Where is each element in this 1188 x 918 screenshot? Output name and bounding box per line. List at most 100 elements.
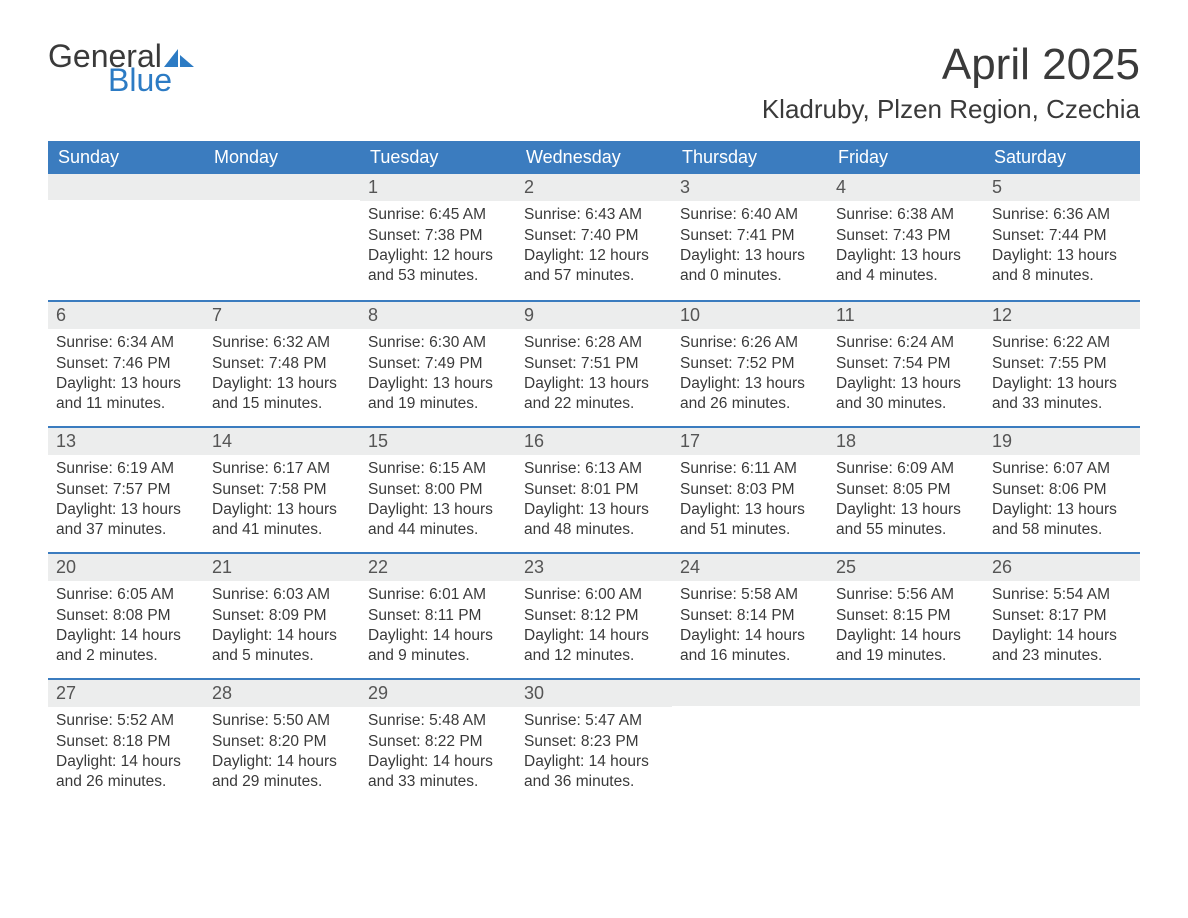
sunset-text: Sunset: 8:20 PM xyxy=(212,732,352,752)
sunrise-text: Sunrise: 5:54 AM xyxy=(992,585,1132,605)
sunset-text: Sunset: 7:43 PM xyxy=(836,226,976,246)
day-body: Sunrise: 6:45 AMSunset: 7:38 PMDaylight:… xyxy=(360,201,516,296)
day-body: Sunrise: 5:47 AMSunset: 8:23 PMDaylight:… xyxy=(516,707,672,802)
daylight-text: Daylight: 12 hours and 53 minutes. xyxy=(368,246,508,286)
day-number: 26 xyxy=(984,554,1140,581)
day-cell: 6Sunrise: 6:34 AMSunset: 7:46 PMDaylight… xyxy=(48,302,204,426)
sunset-text: Sunset: 8:01 PM xyxy=(524,480,664,500)
month-title: April 2025 xyxy=(762,40,1140,90)
day-number: 6 xyxy=(48,302,204,329)
day-cell: 11Sunrise: 6:24 AMSunset: 7:54 PMDayligh… xyxy=(828,302,984,426)
day-body: Sunrise: 6:03 AMSunset: 8:09 PMDaylight:… xyxy=(204,581,360,676)
day-cell: 7Sunrise: 6:32 AMSunset: 7:48 PMDaylight… xyxy=(204,302,360,426)
sunrise-text: Sunrise: 6:09 AM xyxy=(836,459,976,479)
day-body: Sunrise: 6:00 AMSunset: 8:12 PMDaylight:… xyxy=(516,581,672,676)
daylight-text: Daylight: 14 hours and 12 minutes. xyxy=(524,626,664,666)
sunset-text: Sunset: 8:03 PM xyxy=(680,480,820,500)
daylight-text: Daylight: 13 hours and 22 minutes. xyxy=(524,374,664,414)
day-cell: 21Sunrise: 6:03 AMSunset: 8:09 PMDayligh… xyxy=(204,554,360,678)
sunset-text: Sunset: 7:49 PM xyxy=(368,354,508,374)
sunset-text: Sunset: 8:11 PM xyxy=(368,606,508,626)
sunset-text: Sunset: 7:41 PM xyxy=(680,226,820,246)
sunset-text: Sunset: 8:23 PM xyxy=(524,732,664,752)
day-body: Sunrise: 6:43 AMSunset: 7:40 PMDaylight:… xyxy=(516,201,672,296)
daylight-text: Daylight: 13 hours and 11 minutes. xyxy=(56,374,196,414)
day-body: Sunrise: 6:32 AMSunset: 7:48 PMDaylight:… xyxy=(204,329,360,424)
daylight-text: Daylight: 13 hours and 55 minutes. xyxy=(836,500,976,540)
day-number: 1 xyxy=(360,174,516,201)
sunrise-text: Sunrise: 5:48 AM xyxy=(368,711,508,731)
sunset-text: Sunset: 8:18 PM xyxy=(56,732,196,752)
day-number: 19 xyxy=(984,428,1140,455)
day-number: 12 xyxy=(984,302,1140,329)
day-body xyxy=(984,706,1140,720)
day-cell: 25Sunrise: 5:56 AMSunset: 8:15 PMDayligh… xyxy=(828,554,984,678)
day-cell: 8Sunrise: 6:30 AMSunset: 7:49 PMDaylight… xyxy=(360,302,516,426)
brand-logo: General Blue xyxy=(48,40,194,96)
day-header: Saturday xyxy=(984,141,1140,174)
sunset-text: Sunset: 8:05 PM xyxy=(836,480,976,500)
day-number: 5 xyxy=(984,174,1140,201)
day-number xyxy=(984,680,1140,706)
day-number: 2 xyxy=(516,174,672,201)
day-cell: 24Sunrise: 5:58 AMSunset: 8:14 PMDayligh… xyxy=(672,554,828,678)
sunrise-text: Sunrise: 6:13 AM xyxy=(524,459,664,479)
sunrise-text: Sunrise: 6:07 AM xyxy=(992,459,1132,479)
day-number: 15 xyxy=(360,428,516,455)
day-header: Sunday xyxy=(48,141,204,174)
sunrise-text: Sunrise: 6:00 AM xyxy=(524,585,664,605)
day-body: Sunrise: 6:07 AMSunset: 8:06 PMDaylight:… xyxy=(984,455,1140,550)
day-cell xyxy=(984,680,1140,804)
sunrise-text: Sunrise: 5:56 AM xyxy=(836,585,976,605)
page-header: General Blue April 2025 Kladruby, Plzen … xyxy=(48,40,1140,125)
day-cell: 9Sunrise: 6:28 AMSunset: 7:51 PMDaylight… xyxy=(516,302,672,426)
day-cell: 3Sunrise: 6:40 AMSunset: 7:41 PMDaylight… xyxy=(672,174,828,300)
day-number: 10 xyxy=(672,302,828,329)
day-number xyxy=(48,174,204,200)
day-body: Sunrise: 6:15 AMSunset: 8:00 PMDaylight:… xyxy=(360,455,516,550)
day-body xyxy=(672,706,828,720)
sunset-text: Sunset: 8:06 PM xyxy=(992,480,1132,500)
sunset-text: Sunset: 7:52 PM xyxy=(680,354,820,374)
day-body: Sunrise: 6:40 AMSunset: 7:41 PMDaylight:… xyxy=(672,201,828,296)
daylight-text: Daylight: 13 hours and 30 minutes. xyxy=(836,374,976,414)
day-body: Sunrise: 6:34 AMSunset: 7:46 PMDaylight:… xyxy=(48,329,204,424)
sunrise-text: Sunrise: 6:24 AM xyxy=(836,333,976,353)
day-body: Sunrise: 6:24 AMSunset: 7:54 PMDaylight:… xyxy=(828,329,984,424)
title-block: April 2025 Kladruby, Plzen Region, Czech… xyxy=(762,40,1140,125)
day-body xyxy=(48,200,204,214)
day-cell: 22Sunrise: 6:01 AMSunset: 8:11 PMDayligh… xyxy=(360,554,516,678)
day-number: 16 xyxy=(516,428,672,455)
day-body: Sunrise: 5:54 AMSunset: 8:17 PMDaylight:… xyxy=(984,581,1140,676)
day-body: Sunrise: 6:26 AMSunset: 7:52 PMDaylight:… xyxy=(672,329,828,424)
day-cell: 14Sunrise: 6:17 AMSunset: 7:58 PMDayligh… xyxy=(204,428,360,552)
day-cell: 16Sunrise: 6:13 AMSunset: 8:01 PMDayligh… xyxy=(516,428,672,552)
day-number: 23 xyxy=(516,554,672,581)
day-cell xyxy=(48,174,204,300)
calendar: SundayMondayTuesdayWednesdayThursdayFrid… xyxy=(48,141,1140,804)
sunset-text: Sunset: 8:12 PM xyxy=(524,606,664,626)
week-row: 1Sunrise: 6:45 AMSunset: 7:38 PMDaylight… xyxy=(48,174,1140,300)
day-body: Sunrise: 6:11 AMSunset: 8:03 PMDaylight:… xyxy=(672,455,828,550)
daylight-text: Daylight: 13 hours and 8 minutes. xyxy=(992,246,1132,286)
daylight-text: Daylight: 13 hours and 37 minutes. xyxy=(56,500,196,540)
sunrise-text: Sunrise: 6:32 AM xyxy=(212,333,352,353)
daylight-text: Daylight: 13 hours and 41 minutes. xyxy=(212,500,352,540)
sunset-text: Sunset: 8:14 PM xyxy=(680,606,820,626)
sunset-text: Sunset: 8:08 PM xyxy=(56,606,196,626)
daylight-text: Daylight: 13 hours and 19 minutes. xyxy=(368,374,508,414)
sunset-text: Sunset: 8:00 PM xyxy=(368,480,508,500)
daylight-text: Daylight: 14 hours and 23 minutes. xyxy=(992,626,1132,666)
day-cell: 1Sunrise: 6:45 AMSunset: 7:38 PMDaylight… xyxy=(360,174,516,300)
sunrise-text: Sunrise: 6:34 AM xyxy=(56,333,196,353)
day-body xyxy=(204,200,360,214)
day-body: Sunrise: 6:17 AMSunset: 7:58 PMDaylight:… xyxy=(204,455,360,550)
sunrise-text: Sunrise: 6:03 AM xyxy=(212,585,352,605)
day-cell: 4Sunrise: 6:38 AMSunset: 7:43 PMDaylight… xyxy=(828,174,984,300)
sunrise-text: Sunrise: 5:47 AM xyxy=(524,711,664,731)
daylight-text: Daylight: 13 hours and 0 minutes. xyxy=(680,246,820,286)
day-body: Sunrise: 6:36 AMSunset: 7:44 PMDaylight:… xyxy=(984,201,1140,296)
day-number: 4 xyxy=(828,174,984,201)
day-number: 20 xyxy=(48,554,204,581)
sunset-text: Sunset: 7:55 PM xyxy=(992,354,1132,374)
